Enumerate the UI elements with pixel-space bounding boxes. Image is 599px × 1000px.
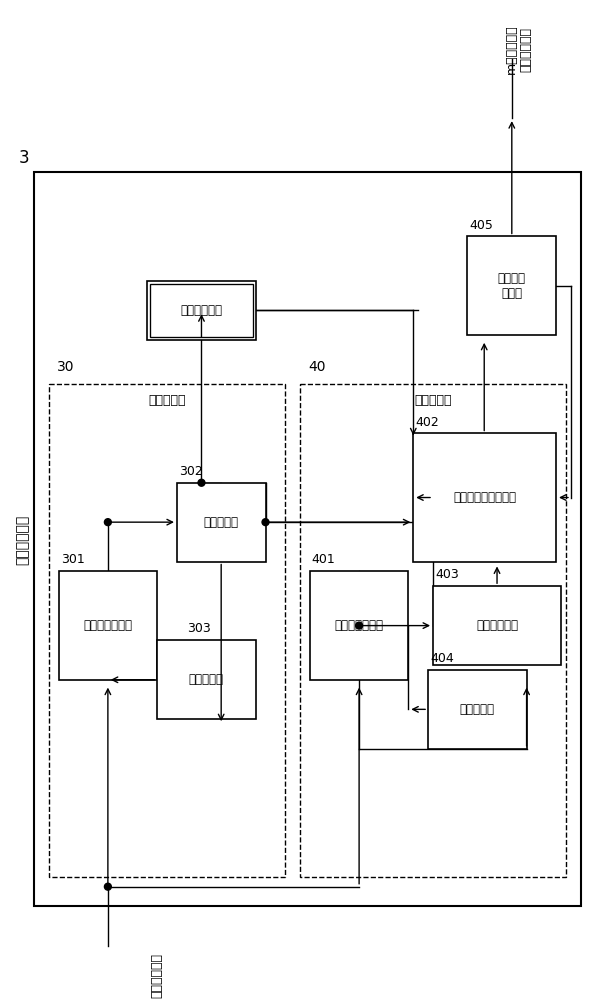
FancyBboxPatch shape <box>433 586 561 665</box>
Circle shape <box>356 622 362 629</box>
Text: 更新处理部: 更新处理部 <box>460 703 495 716</box>
Text: 传输路估计部: 传输路估计部 <box>476 619 518 632</box>
FancyBboxPatch shape <box>413 433 556 562</box>
FancyBboxPatch shape <box>310 571 409 680</box>
FancyBboxPatch shape <box>34 172 581 906</box>
FancyBboxPatch shape <box>467 236 556 335</box>
Text: 403: 403 <box>435 568 459 581</box>
Text: 临时判定结果: 临时判定结果 <box>180 304 222 317</box>
Circle shape <box>104 883 111 890</box>
Circle shape <box>262 519 269 526</box>
Text: 更新处理部: 更新处理部 <box>189 673 224 686</box>
Text: 302: 302 <box>179 465 202 478</box>
Text: 接收信号序列: 接收信号序列 <box>150 953 164 998</box>
Text: 404: 404 <box>430 652 454 665</box>
Text: 301: 301 <box>60 553 84 566</box>
Text: 30: 30 <box>57 360 74 374</box>
Text: 405: 405 <box>470 219 494 232</box>
Circle shape <box>104 519 111 526</box>
Text: 临时判定部: 临时判定部 <box>148 394 186 407</box>
FancyBboxPatch shape <box>147 281 256 340</box>
Text: 判定处理部: 判定处理部 <box>204 516 238 529</box>
Text: 402: 402 <box>415 416 439 429</box>
Text: 40: 40 <box>308 360 325 374</box>
Text: 自适应滤波器部: 自适应滤波器部 <box>83 619 132 632</box>
Text: 303: 303 <box>187 622 210 635</box>
FancyBboxPatch shape <box>150 284 253 337</box>
Circle shape <box>198 479 205 486</box>
FancyBboxPatch shape <box>177 483 265 562</box>
Text: 自适应滤波器部: 自适应滤波器部 <box>335 619 383 632</box>
Text: 3: 3 <box>19 149 29 167</box>
Text: m值数据信号
（判定结果）: m值数据信号 （判定结果） <box>505 24 533 74</box>
Text: 序列估计部: 序列估计部 <box>415 394 452 407</box>
FancyBboxPatch shape <box>428 670 527 749</box>
FancyBboxPatch shape <box>59 571 157 680</box>
Text: 401: 401 <box>312 553 335 566</box>
Text: 符号判定装置: 符号判定装置 <box>15 515 29 565</box>
FancyBboxPatch shape <box>157 640 256 719</box>
Text: 路径追溯
判定部: 路径追溯 判定部 <box>498 272 526 300</box>
Text: 序列估计算法处理部: 序列估计算法处理部 <box>453 491 516 504</box>
